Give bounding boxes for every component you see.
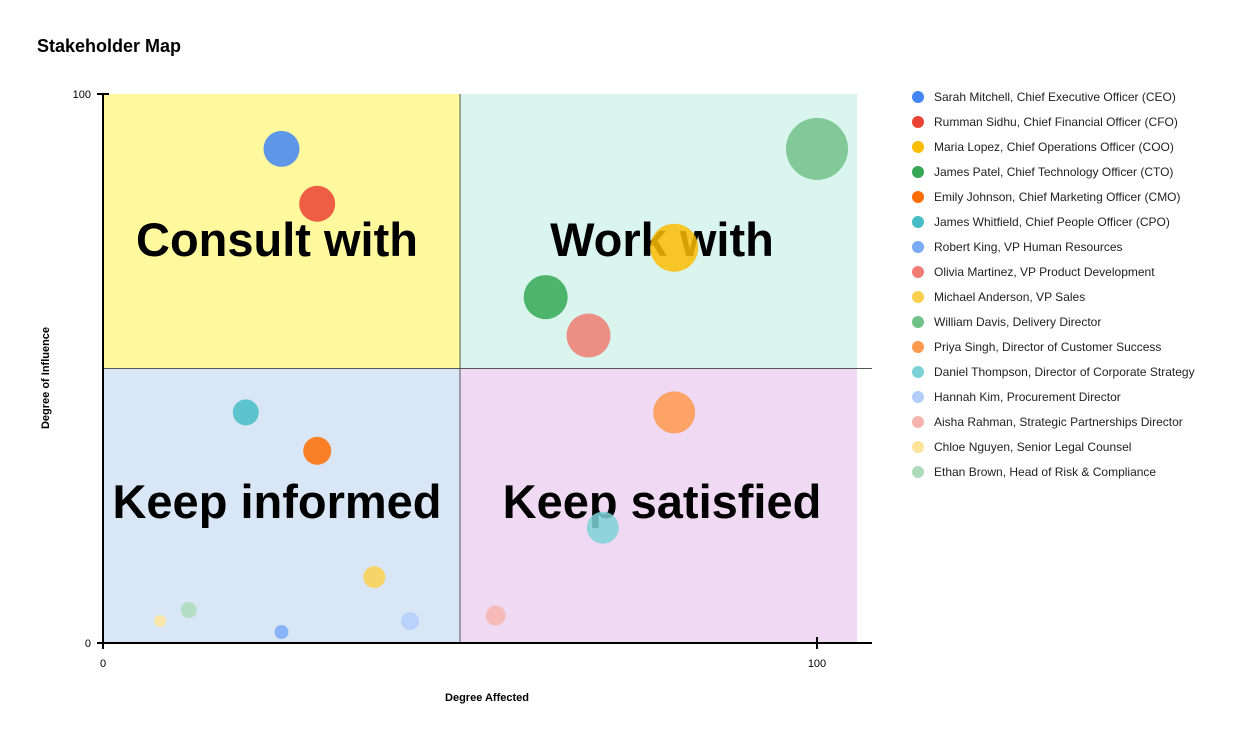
legend-label: Hannah Kim, Procurement Director xyxy=(934,389,1121,404)
data-point-4 xyxy=(523,275,568,320)
legend-label: Emily Johnson, Chief Marketing Officer (… xyxy=(934,189,1181,204)
quadrant-bottom-left xyxy=(103,368,460,643)
legend-label: Aisha Rahman, Strategic Partnerships Dir… xyxy=(934,414,1183,429)
legend-swatch xyxy=(912,290,924,303)
legend-swatch xyxy=(912,390,924,403)
legend-label: Ethan Brown, Head of Risk & Compliance xyxy=(934,464,1157,479)
data-point-6 xyxy=(232,399,259,426)
legend-label: William Davis, Delivery Director xyxy=(934,314,1102,329)
data-point-2 xyxy=(299,185,336,222)
legend-item: William Davis, Delivery Director xyxy=(912,309,1195,334)
legend-label: Olivia Martinez, VP Product Development xyxy=(934,264,1155,279)
legend-swatch xyxy=(912,140,924,153)
legend-swatch xyxy=(912,215,924,228)
legend-item: James Whitfield, Chief People Officer (C… xyxy=(912,209,1195,234)
legend-swatch xyxy=(912,265,924,278)
legend-label: Maria Lopez, Chief Operations Officer (C… xyxy=(934,139,1174,154)
data-point-9 xyxy=(363,566,386,589)
legend-swatch xyxy=(912,415,924,428)
legend-item: Emily Johnson, Chief Marketing Officer (… xyxy=(912,184,1195,209)
data-point-5 xyxy=(303,436,332,465)
legend-item: Robert King, VP Human Resources xyxy=(912,234,1195,259)
data-point-12 xyxy=(586,511,619,544)
legend-item: Rumman Sidhu, Chief Financial Officer (C… xyxy=(912,109,1195,134)
data-point-11 xyxy=(653,391,696,434)
data-point-3 xyxy=(650,223,699,272)
legend-label: Rumman Sidhu, Chief Financial Officer (C… xyxy=(934,114,1178,129)
chart-title: Stakeholder Map xyxy=(37,36,182,56)
data-point-16 xyxy=(180,602,197,619)
legend-item: Hannah Kim, Procurement Director xyxy=(912,384,1195,409)
legend-item: Chloe Nguyen, Senior Legal Counsel xyxy=(912,434,1195,459)
legend-label: Michael Anderson, VP Sales xyxy=(934,289,1086,304)
legend-item: Olivia Martinez, VP Product Development xyxy=(912,259,1195,284)
data-point-10 xyxy=(786,117,848,180)
legend-item: Ethan Brown, Head of Risk & Compliance xyxy=(912,459,1195,484)
data-point-13 xyxy=(401,612,420,631)
legend-swatch xyxy=(912,240,924,253)
y-tick-label: 100 xyxy=(73,89,91,101)
legend: Sarah Mitchell, Chief Executive Officer … xyxy=(912,84,1195,484)
data-point-1 xyxy=(263,130,300,167)
data-point-8 xyxy=(566,313,611,358)
legend-label: Priya Singh, Director of Customer Succes… xyxy=(934,339,1162,354)
data-point-14 xyxy=(485,605,506,626)
legend-label: Chloe Nguyen, Senior Legal Counsel xyxy=(934,439,1132,454)
legend-item: Daniel Thompson, Director of Corporate S… xyxy=(912,359,1195,384)
quadrant-label-top-left: Consult with xyxy=(136,213,418,266)
legend-label: James Whitfield, Chief People Officer (C… xyxy=(934,214,1170,229)
quadrant-label-bottom-left: Keep informed xyxy=(112,475,441,528)
legend-item: Aisha Rahman, Strategic Partnerships Dir… xyxy=(912,409,1195,434)
legend-swatch xyxy=(912,315,924,328)
legend-item: Sarah Mitchell, Chief Executive Officer … xyxy=(912,84,1195,109)
data-point-7 xyxy=(274,625,289,640)
legend-swatch xyxy=(912,340,924,353)
legend-swatch xyxy=(912,90,924,103)
y-tick-label: 0 xyxy=(85,638,91,650)
legend-swatch xyxy=(912,365,924,378)
legend-label: Robert King, VP Human Resources xyxy=(934,239,1123,254)
legend-item: Priya Singh, Director of Customer Succes… xyxy=(912,334,1195,359)
legend-label: Daniel Thompson, Director of Corporate S… xyxy=(934,364,1195,379)
data-point-15 xyxy=(154,615,167,628)
legend-label: James Patel, Chief Technology Officer (C… xyxy=(934,164,1174,179)
legend-swatch xyxy=(912,115,924,128)
legend-swatch xyxy=(912,440,924,453)
x-axis-label: Degree Affected xyxy=(445,692,529,704)
legend-item: James Patel, Chief Technology Officer (C… xyxy=(912,159,1195,184)
x-tick-label: 100 xyxy=(808,658,826,670)
legend-swatch xyxy=(912,465,924,478)
y-axis-label: Degree of Influence xyxy=(40,327,52,429)
legend-label: Sarah Mitchell, Chief Executive Officer … xyxy=(934,89,1176,104)
x-tick-label: 0 xyxy=(100,658,106,670)
legend-item: Michael Anderson, VP Sales xyxy=(912,284,1195,309)
legend-swatch xyxy=(912,190,924,203)
legend-swatch xyxy=(912,165,924,178)
legend-item: Maria Lopez, Chief Operations Officer (C… xyxy=(912,134,1195,159)
quadrant-label-bottom-right: Keep satisfied xyxy=(503,475,822,528)
